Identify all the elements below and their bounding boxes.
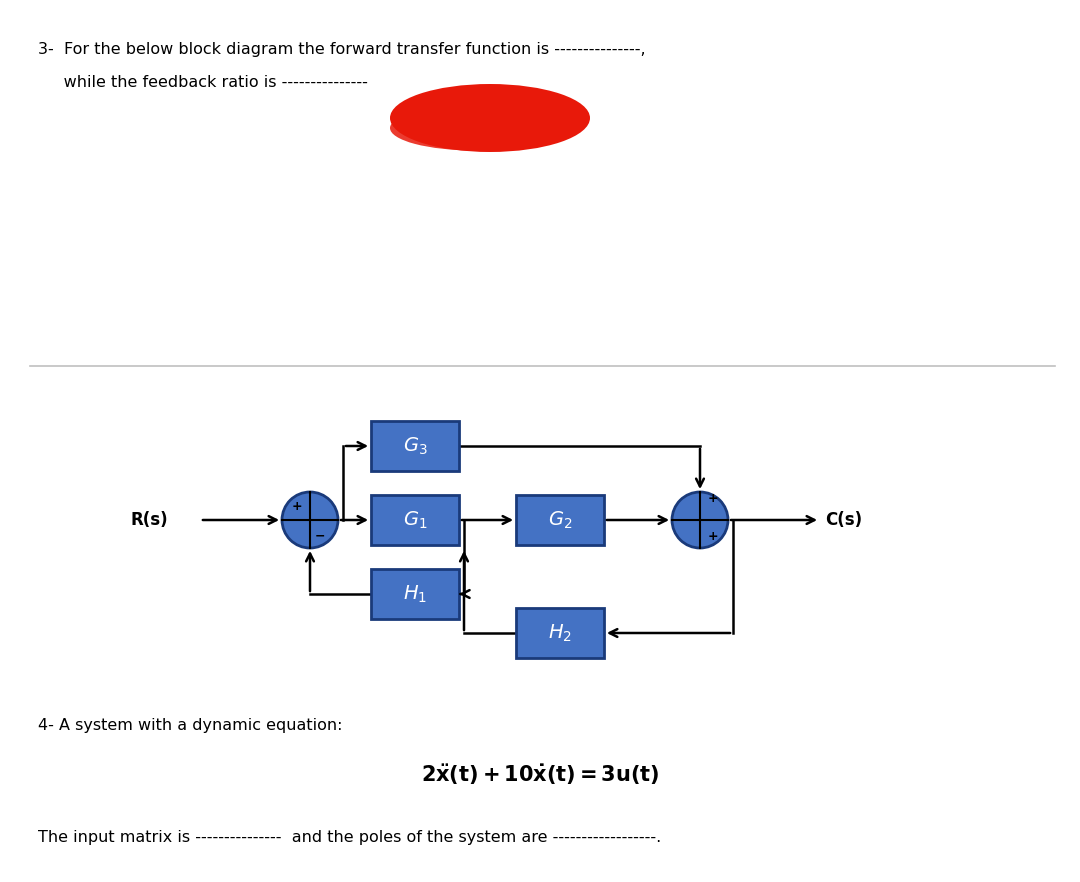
Text: +: + [708, 492, 718, 505]
FancyBboxPatch shape [516, 495, 604, 545]
Text: $G_1$: $G_1$ [403, 509, 428, 531]
Text: while the feedback ratio is ---------------: while the feedback ratio is ------------… [38, 75, 368, 90]
FancyBboxPatch shape [516, 608, 604, 658]
FancyBboxPatch shape [372, 569, 459, 619]
Text: $\mathbf{2\ddot{x}(t) + 10\dot{x}(t) = 3u(t)}$: $\mathbf{2\ddot{x}(t) + 10\dot{x}(t) = 3… [421, 763, 659, 787]
Text: C(s): C(s) [825, 511, 862, 529]
Circle shape [282, 492, 338, 548]
Text: +: + [292, 500, 302, 513]
Text: 4- A system with a dynamic equation:: 4- A system with a dynamic equation: [38, 718, 342, 733]
Circle shape [672, 492, 728, 548]
FancyBboxPatch shape [372, 495, 459, 545]
Text: +: + [708, 530, 718, 543]
Ellipse shape [390, 106, 561, 151]
Text: 3-  For the below block diagram the forward transfer function is ---------------: 3- For the below block diagram the forwa… [38, 42, 646, 57]
Text: $H_2$: $H_2$ [548, 623, 572, 644]
Text: $G_3$: $G_3$ [403, 436, 428, 457]
FancyBboxPatch shape [372, 421, 459, 471]
Text: The input matrix is ---------------  and the poles of the system are -----------: The input matrix is --------------- and … [38, 830, 661, 845]
Text: $H_1$: $H_1$ [403, 583, 427, 605]
Text: −: − [315, 530, 325, 543]
Ellipse shape [390, 84, 590, 152]
Text: $G_2$: $G_2$ [548, 509, 572, 531]
Text: R(s): R(s) [130, 511, 167, 529]
